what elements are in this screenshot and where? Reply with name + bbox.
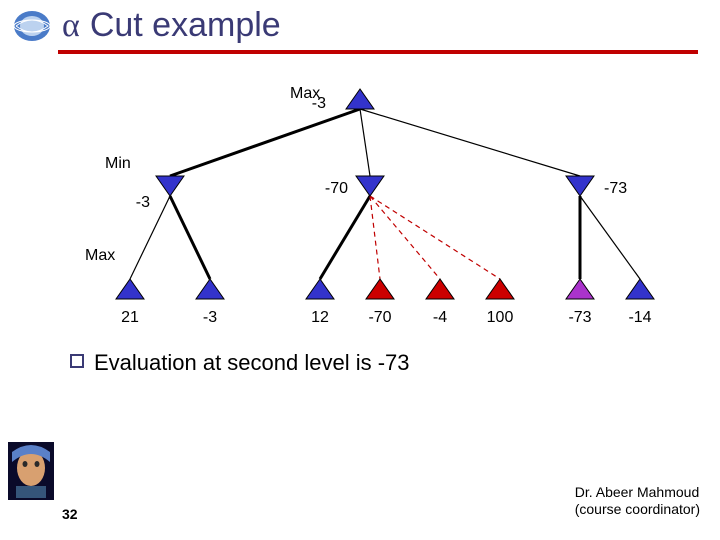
title-alpha: α (62, 7, 80, 45)
page-number: 32 (62, 506, 78, 522)
globe-logo-icon (10, 8, 54, 44)
node-value-root: -3 (312, 95, 326, 112)
tree-node-l_73 (566, 279, 594, 299)
ply-label: Max (85, 247, 115, 264)
tree-edge (170, 109, 360, 176)
tree-edge (170, 196, 210, 279)
tree-edge (370, 196, 500, 279)
tree-node-root (346, 89, 374, 109)
tree-edge (320, 196, 370, 279)
credit-line-2: (course coordinator) (575, 501, 700, 518)
tree-node-l100 (486, 279, 514, 299)
bullet-icon (70, 354, 84, 368)
node-value-l_3: -3 (203, 309, 217, 326)
node-value-l_73: -73 (568, 309, 591, 326)
tree-edge (360, 109, 580, 176)
tree-edge (370, 196, 380, 279)
node-value-l_70: -70 (368, 309, 391, 326)
node-value-minL: -3 (136, 194, 150, 211)
node-value-l21: 21 (121, 309, 139, 326)
tree-node-l_14 (626, 279, 654, 299)
tree-node-l21 (116, 279, 144, 299)
node-value-l_14: -14 (628, 309, 651, 326)
tree-node-l12 (306, 279, 334, 299)
tree-node-l_4 (426, 279, 454, 299)
node-value-minM: -70 (325, 180, 348, 197)
tree-edge (360, 109, 370, 176)
node-value-minR: -73 (604, 180, 627, 197)
tree-edge (580, 196, 640, 279)
tree-edge (370, 196, 440, 279)
node-value-l100: 100 (487, 309, 514, 326)
footer-image-icon (8, 442, 54, 500)
tree-node-l_70 (366, 279, 394, 299)
bullet-text: Evaluation at second level is -73 (70, 350, 410, 376)
game-tree-diagram: MaxMinMax-3-3-70-7321-312-70-4100-73-14 (40, 80, 680, 340)
tree-node-minL (156, 176, 184, 196)
footer-credit: Dr. Abeer Mahmoud (course coordinator) (575, 484, 700, 518)
node-value-l_4: -4 (433, 309, 447, 326)
credit-line-1: Dr. Abeer Mahmoud (575, 484, 700, 501)
tree-node-minM (356, 176, 384, 196)
bullet-content: Evaluation at second level is -73 (94, 350, 410, 375)
tree-node-minR (566, 176, 594, 196)
tree-node-l_3 (196, 279, 224, 299)
page-title: Cut example (90, 6, 281, 45)
node-value-l12: 12 (311, 309, 329, 326)
ply-label: Min (105, 155, 131, 172)
title-underline (58, 50, 698, 54)
